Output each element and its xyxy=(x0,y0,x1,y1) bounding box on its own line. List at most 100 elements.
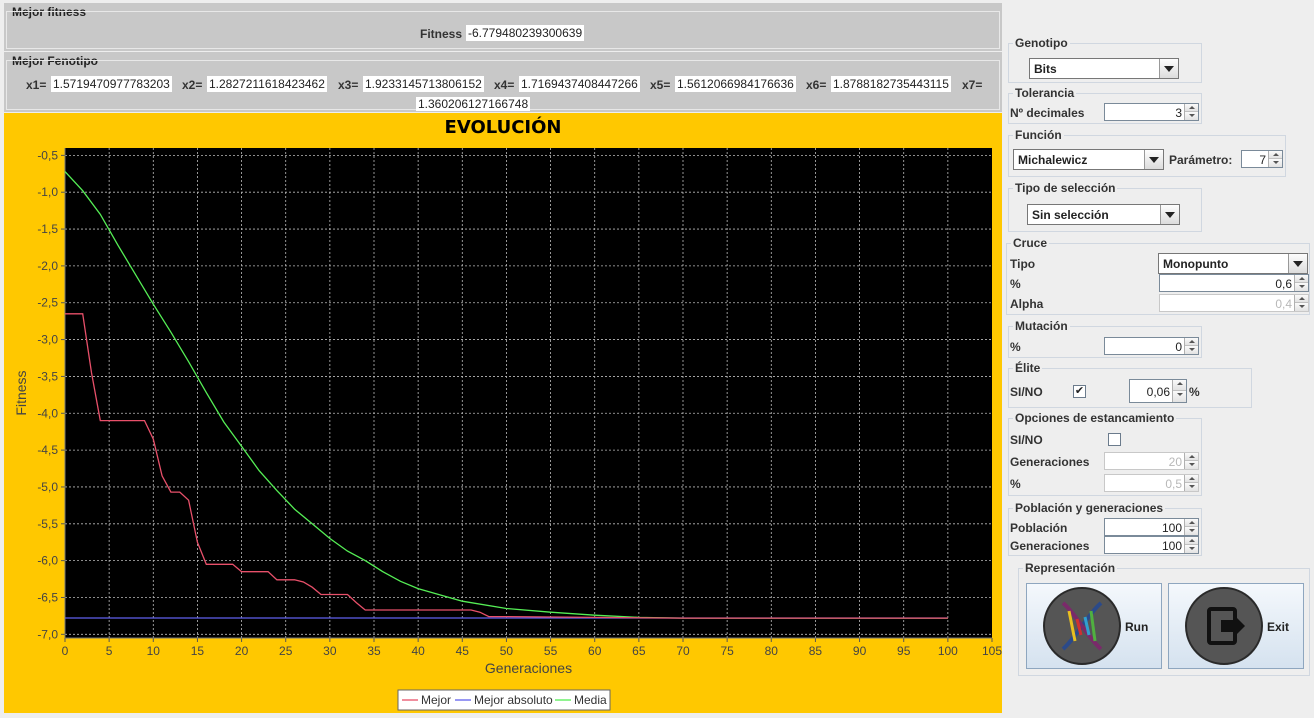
best-phenotype-title: Mejor Fenotipo xyxy=(12,54,98,68)
spin-up-icon[interactable] xyxy=(1295,275,1308,283)
best-fitness-frame xyxy=(6,11,1000,49)
genotype-selected: Bits xyxy=(1034,62,1057,76)
spin-up-icon[interactable] xyxy=(1185,453,1198,461)
x1-value: 1.5719470977783203 xyxy=(51,76,172,92)
x1-label: x1= xyxy=(26,78,47,92)
y-tick-label: -2,0 xyxy=(37,259,58,273)
x-tick-label: 70 xyxy=(676,644,690,658)
series-line-mejor xyxy=(65,313,948,619)
elite-pct-spinner[interactable]: 0,06 xyxy=(1129,379,1187,403)
spin-down-icon[interactable] xyxy=(1185,461,1198,469)
spin-down-icon[interactable] xyxy=(1185,545,1198,553)
representation-group: Representación xyxy=(1018,561,1310,676)
x-tick-label: 0 xyxy=(62,644,69,658)
decimals-label: Nº decimales xyxy=(1010,106,1085,120)
x-tick-label: 15 xyxy=(191,644,205,658)
fitness-label: Fitness xyxy=(420,27,463,41)
generations-spin-buttons[interactable] xyxy=(1184,537,1198,553)
parameter-label: Parámetro: xyxy=(1169,153,1233,167)
selection-select[interactable]: Sin selección xyxy=(1027,204,1180,225)
generations-spinner[interactable]: 100 xyxy=(1104,536,1199,554)
y-tick-label: -5,5 xyxy=(37,517,58,531)
elite-checkbox[interactable]: ✔ xyxy=(1073,385,1086,398)
alpha-spin-buttons[interactable] xyxy=(1294,295,1308,311)
spin-up-icon[interactable] xyxy=(1185,519,1198,527)
spin-up-icon[interactable] xyxy=(1185,475,1198,483)
parameter-value: 7 xyxy=(1259,153,1266,167)
stagnation-title: Opciones de estancamiento xyxy=(1013,411,1177,425)
crossover-pct-spin-buttons[interactable] xyxy=(1294,275,1308,291)
population-spin-buttons[interactable] xyxy=(1184,519,1198,535)
spin-down-icon[interactable] xyxy=(1269,159,1282,167)
exit-label: Exit xyxy=(1267,620,1290,634)
y-tick-label: -0,5 xyxy=(37,148,58,162)
chevron-down-icon xyxy=(1144,150,1163,169)
x-tick-label: 25 xyxy=(279,644,293,658)
run-label: Run xyxy=(1125,620,1149,634)
generations-label: Generaciones xyxy=(1010,539,1090,553)
stagnation-gen-spin-buttons[interactable] xyxy=(1184,453,1198,469)
spin-up-icon[interactable] xyxy=(1185,338,1198,346)
mutation-pct-spin-buttons[interactable] xyxy=(1184,338,1198,354)
spin-down-icon[interactable] xyxy=(1295,283,1308,291)
spin-down-icon[interactable] xyxy=(1185,112,1198,120)
mutation-title: Mutación xyxy=(1013,319,1070,333)
x-tick-label: 35 xyxy=(367,644,381,658)
chevron-down-icon xyxy=(1288,254,1307,273)
spin-down-icon[interactable] xyxy=(1185,346,1198,354)
spin-down-icon[interactable] xyxy=(1295,303,1308,311)
stagnation-pct-spin-buttons[interactable] xyxy=(1184,475,1198,491)
spin-up-icon[interactable] xyxy=(1173,380,1186,391)
spin-up-icon[interactable] xyxy=(1185,537,1198,545)
stagnation-gen-value: 20 xyxy=(1168,455,1182,469)
spin-down-icon[interactable] xyxy=(1173,391,1186,402)
run-button[interactable]: Run xyxy=(1026,583,1162,669)
spin-down-icon[interactable] xyxy=(1185,483,1198,491)
tolerance-group: Tolerancia xyxy=(1008,86,1202,124)
spin-up-icon[interactable] xyxy=(1269,151,1282,159)
x-tick-label: 5 xyxy=(106,644,113,658)
spin-up-icon[interactable] xyxy=(1185,104,1198,112)
parameter-spinner[interactable]: 7 xyxy=(1241,150,1283,168)
spin-down-icon[interactable] xyxy=(1185,527,1198,535)
y-axis-label: Fitness xyxy=(13,370,29,415)
decimals-spinner[interactable]: 3 xyxy=(1104,103,1199,121)
spin-up-icon[interactable] xyxy=(1295,295,1308,303)
crossover-pct-spinner[interactable]: 0,6 xyxy=(1159,274,1309,292)
function-title: Función xyxy=(1013,128,1064,142)
stagnation-gen-label: Generaciones xyxy=(1010,455,1090,469)
x2-label: x2= xyxy=(182,78,203,92)
x-tick-label: 55 xyxy=(544,644,558,658)
genotype-select[interactable]: Bits xyxy=(1029,58,1179,79)
x6-value: 1.8788182735443115 xyxy=(831,76,951,92)
crossover-group: Cruce xyxy=(1006,236,1310,315)
evolution-chart: EVOLUCIÓN 0 5 10 15 20 25 30 35 40 45 50 55 60 65 70 75 8… xyxy=(4,113,1002,713)
population-label: Población xyxy=(1010,521,1068,535)
chart-title: EVOLUCIÓN xyxy=(445,116,562,138)
alpha-spinner[interactable]: 0,4 xyxy=(1159,294,1309,312)
exit-icon xyxy=(1185,587,1263,665)
crossover-pct-value: 0,6 xyxy=(1275,277,1292,291)
population-spinner[interactable]: 100 xyxy=(1104,518,1199,536)
exit-button[interactable]: Exit xyxy=(1168,583,1304,669)
crossover-type-select[interactable]: Monopunto xyxy=(1158,253,1308,274)
stagnation-group: Opciones de estancamiento xyxy=(1008,411,1202,496)
parameter-spin-buttons[interactable] xyxy=(1268,151,1282,167)
x-tick-label: 50 xyxy=(500,644,514,658)
decimals-spin-buttons[interactable] xyxy=(1184,104,1198,120)
alpha-label: Alpha xyxy=(1010,297,1044,311)
elite-pct-spin-buttons[interactable] xyxy=(1172,380,1186,402)
stagnation-checkbox[interactable] xyxy=(1108,433,1121,446)
population-group: Población y generaciones xyxy=(1008,501,1202,556)
function-select[interactable]: Michalewicz xyxy=(1013,149,1164,170)
x7-label: x7= xyxy=(962,78,983,92)
stagnation-toggle-label: SI/NO xyxy=(1010,433,1043,447)
stagnation-gen-spinner[interactable]: 20 xyxy=(1104,452,1199,470)
mutation-pct-spinner[interactable]: 0 xyxy=(1104,337,1199,355)
dna-icon xyxy=(1043,587,1121,665)
mutation-group: Mutación xyxy=(1008,319,1202,358)
genotype-group: Genotipo xyxy=(1008,36,1202,83)
x-tick-label: 45 xyxy=(456,644,470,658)
stagnation-pct-spinner[interactable]: 0,5 xyxy=(1104,474,1199,492)
elite-pct-value: 0,06 xyxy=(1146,385,1170,399)
